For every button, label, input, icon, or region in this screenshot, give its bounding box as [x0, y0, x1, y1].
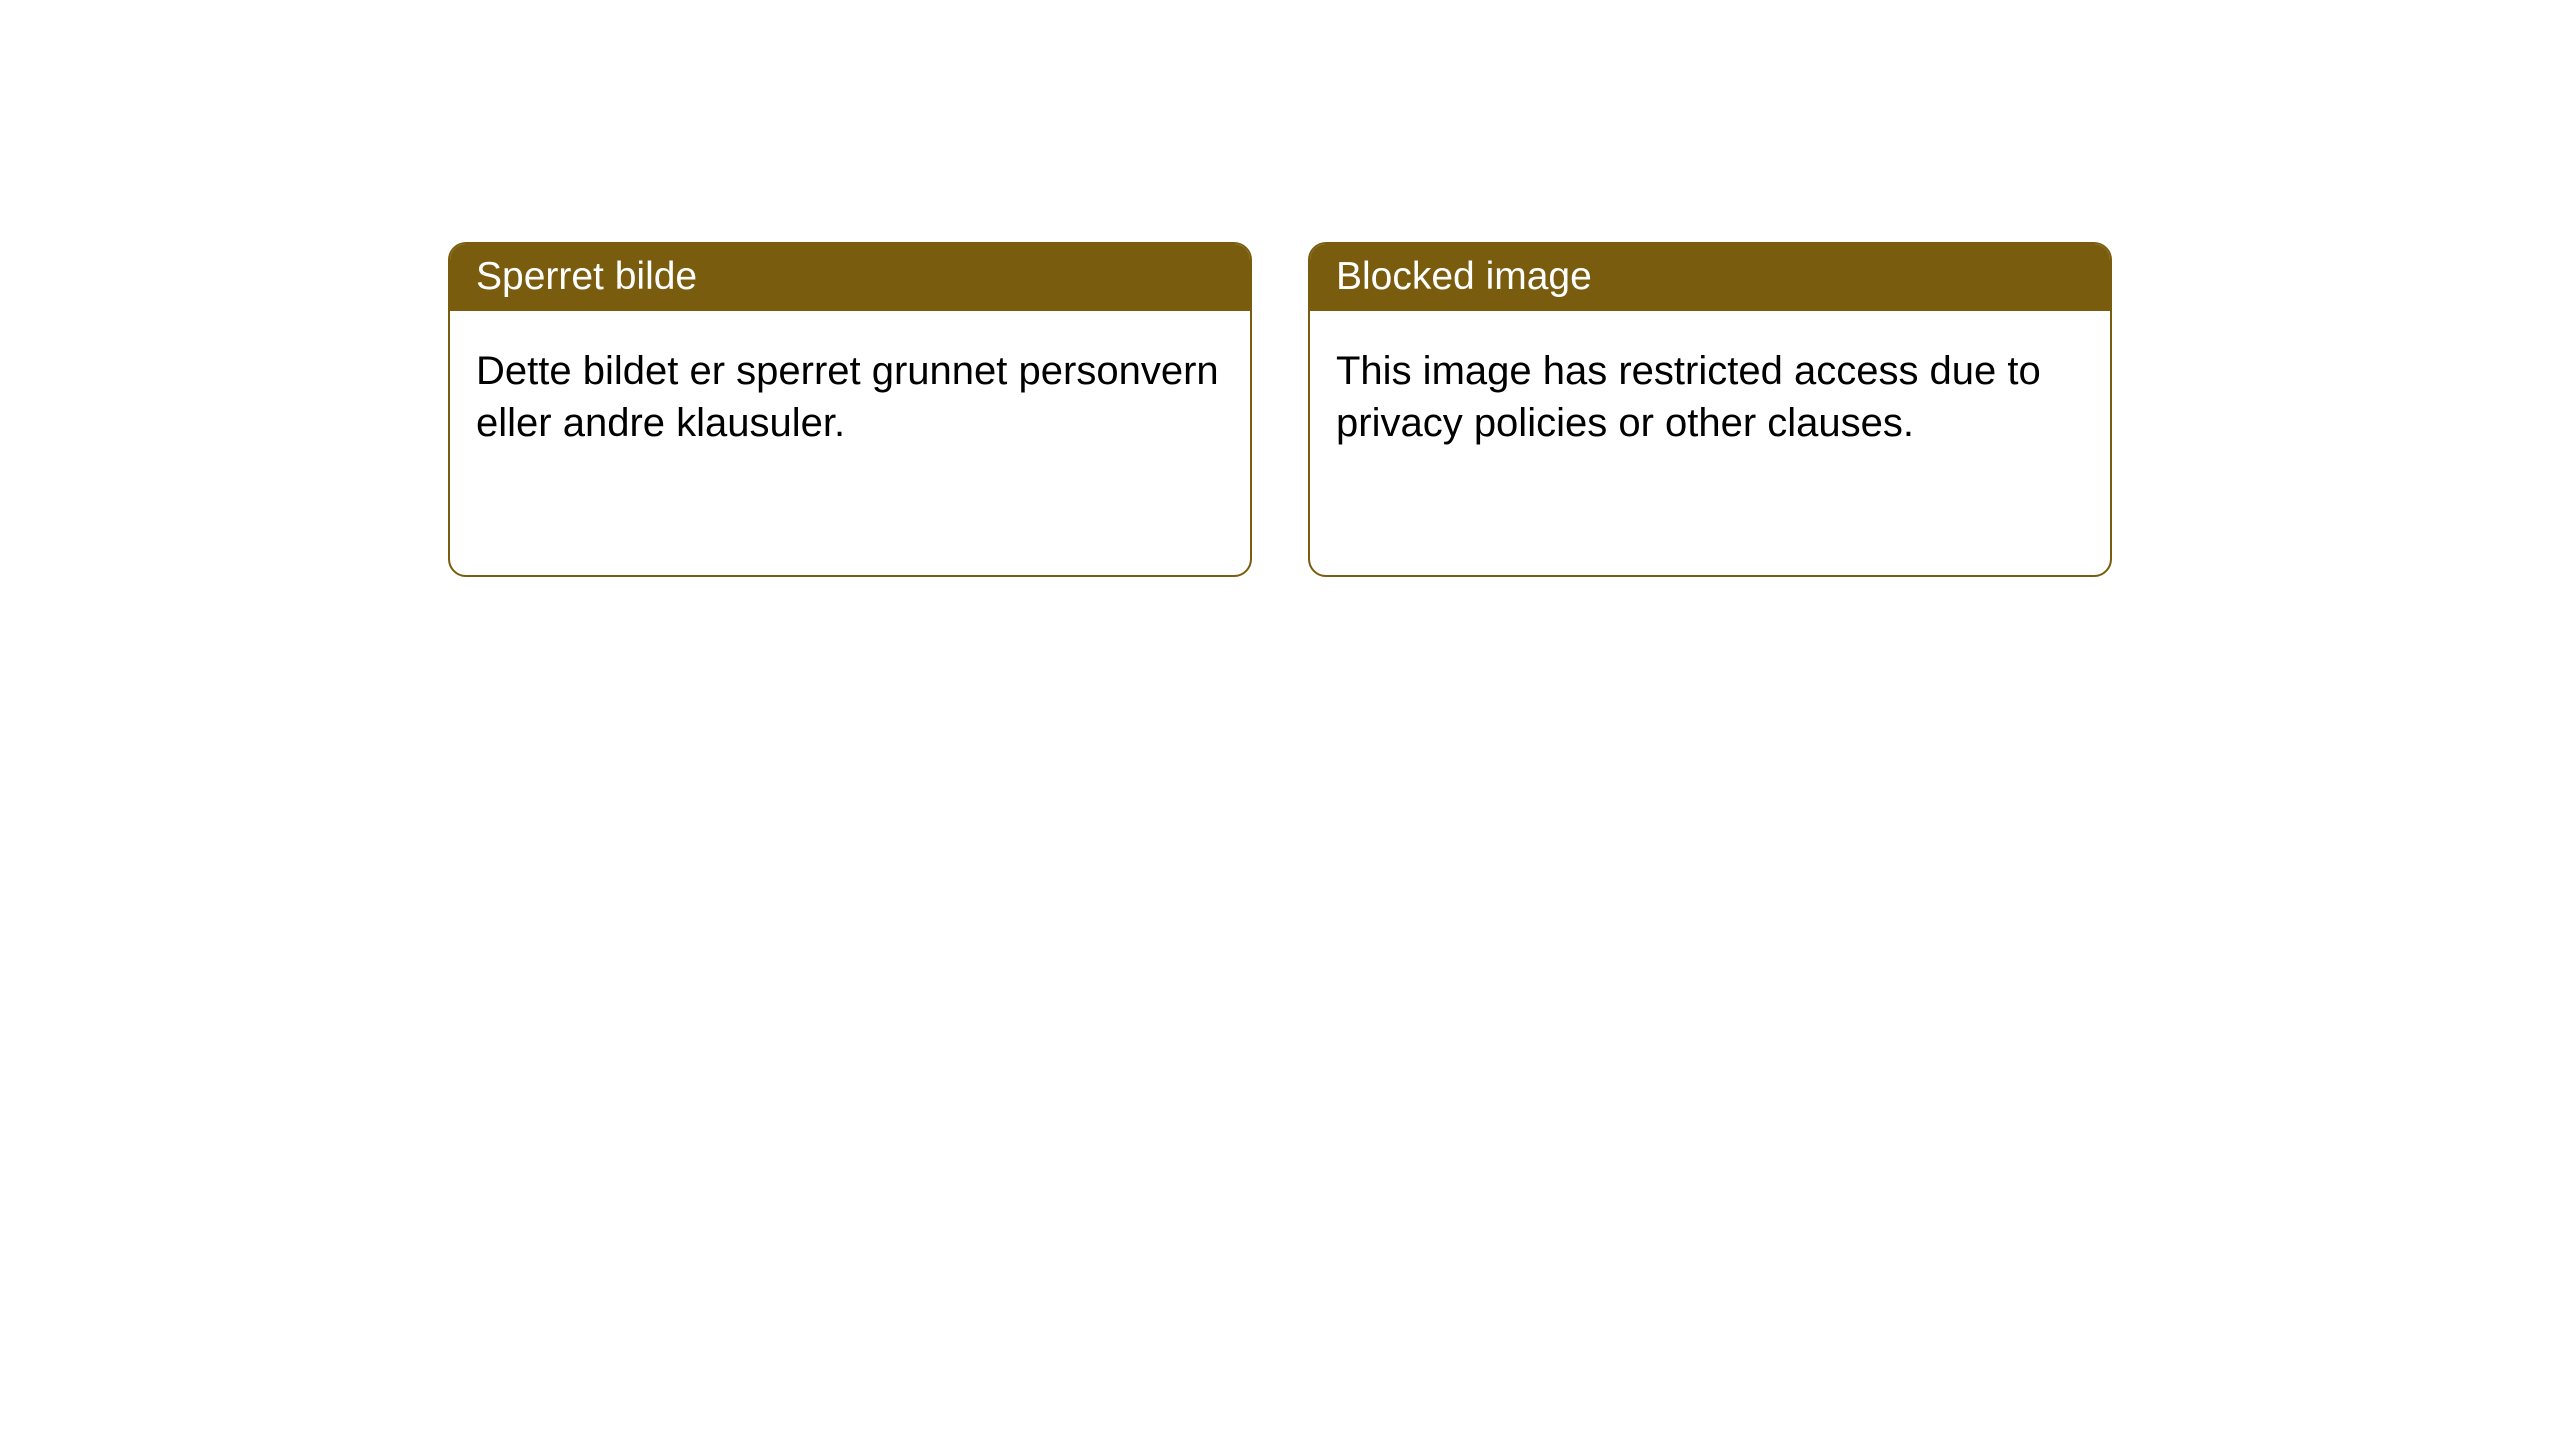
- blocked-image-card-no: Sperret bilde Dette bildet er sperret gr…: [448, 242, 1252, 577]
- blocked-image-card-en: Blocked image This image has restricted …: [1308, 242, 2112, 577]
- cards-container: Sperret bilde Dette bildet er sperret gr…: [0, 0, 2560, 577]
- card-header-en: Blocked image: [1310, 244, 2110, 311]
- card-body-no: Dette bildet er sperret grunnet personve…: [450, 311, 1250, 483]
- card-header-no: Sperret bilde: [450, 244, 1250, 311]
- card-body-en: This image has restricted access due to …: [1310, 311, 2110, 483]
